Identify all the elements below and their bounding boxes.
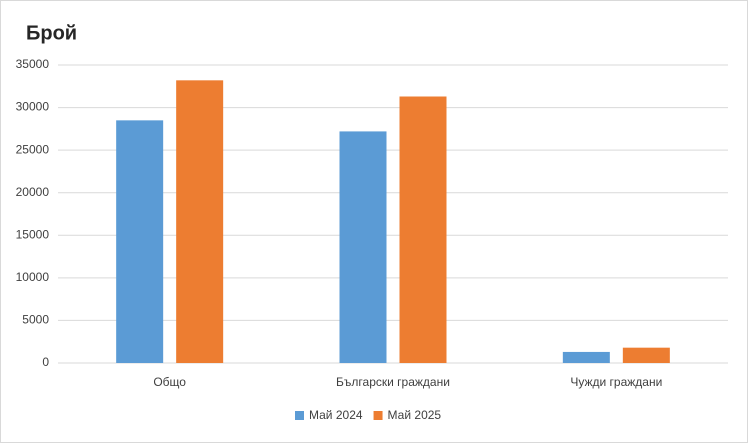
y-tick-label: 30000 xyxy=(16,100,50,114)
bar xyxy=(339,131,387,363)
bar xyxy=(399,96,447,363)
y-tick-label: 5000 xyxy=(22,313,49,327)
x-tick-label: Чужди граждани xyxy=(570,375,662,389)
y-tick-label: 0 xyxy=(42,355,49,369)
x-tick-label: Общо xyxy=(153,375,186,389)
legend-label: Май 2024 xyxy=(309,408,363,422)
bar xyxy=(622,347,670,363)
y-tick-label: 20000 xyxy=(16,185,50,199)
y-tick-label: 25000 xyxy=(16,142,50,156)
legend-swatch xyxy=(295,411,304,420)
y-tick-label: 15000 xyxy=(16,227,50,241)
bar xyxy=(176,80,224,363)
y-tick-label: 35000 xyxy=(16,57,50,71)
legend-label: Май 2025 xyxy=(388,408,442,422)
x-tick-label: Български граждани xyxy=(336,375,450,389)
legend-swatch xyxy=(373,411,383,420)
bar xyxy=(116,120,164,363)
y-tick-label: 10000 xyxy=(16,270,50,284)
bar xyxy=(562,351,610,363)
chart-title: Брой xyxy=(26,22,77,44)
